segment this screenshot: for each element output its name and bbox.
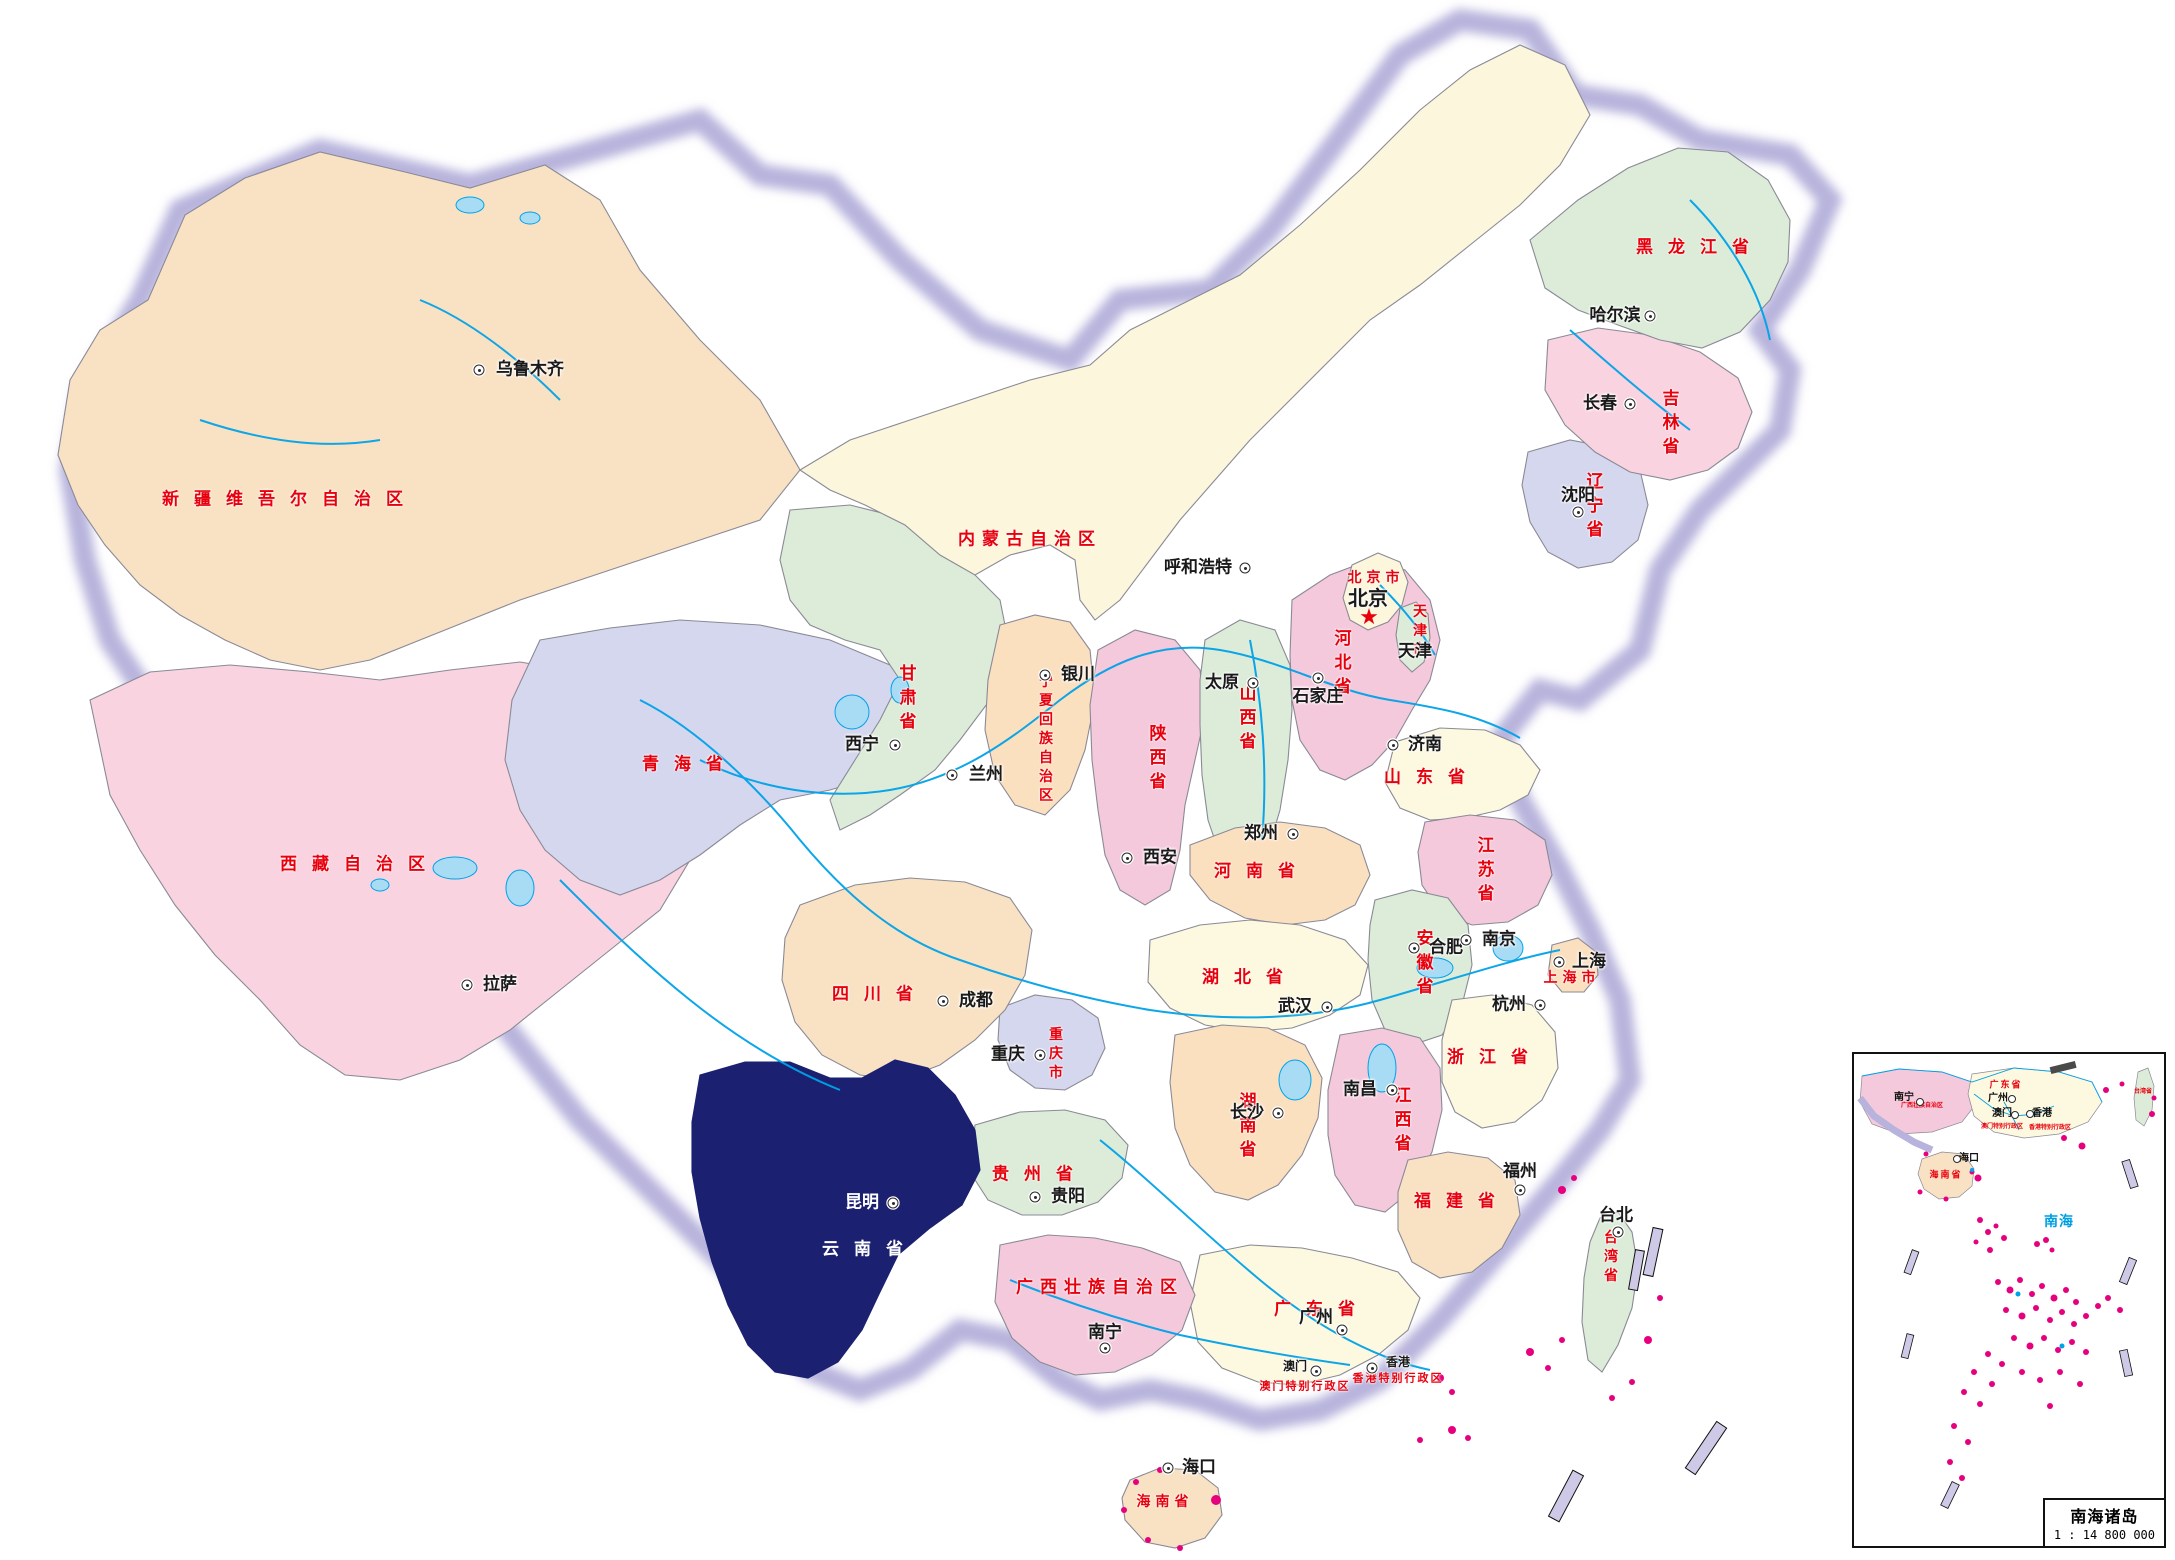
inset-islets — [1917, 1081, 2157, 1481]
south-china-sea-inset: 广东省 广西壮族自治区 南宁 广州 澳门 香港 澳门特别行政区 香港特别行政区 … — [1852, 1052, 2166, 1548]
inset-cyan-islets — [1970, 1168, 2065, 1349]
province-jiangsu — [1417, 814, 1553, 926]
city-dot-changsha — [1272, 1107, 1284, 1119]
province-xinjiang — [57, 151, 801, 671]
province-inner-mongolia — [798, 44, 1591, 621]
national-border-halo — [58, 8, 1843, 1432]
city-dot-chongqing — [1034, 1049, 1046, 1061]
city-dot-hefei — [1408, 942, 1420, 954]
province-shandong — [1384, 727, 1541, 821]
province-fujian — [1397, 1151, 1521, 1279]
city-dot-changchun — [1624, 398, 1636, 410]
city-dot-nanjing — [1460, 934, 1472, 946]
city-dot-shanghai — [1553, 956, 1565, 968]
province-yunnan-highlighted — [691, 1059, 981, 1379]
province-shanghai — [1547, 937, 1599, 993]
province-beijing — [1342, 552, 1409, 631]
cut-line-markers — [1547, 1226, 1728, 1523]
inset-dot-haikou — [1953, 1155, 1961, 1163]
inset-base-svg — [1857, 1060, 2157, 1509]
province-shaanxi — [1089, 629, 1206, 906]
city-dot-chengdu — [937, 995, 949, 1007]
province-henan — [1189, 821, 1371, 926]
city-dot-jinan — [1387, 739, 1399, 751]
city-dot-hangzhou — [1534, 999, 1546, 1011]
city-dot-fuzhou — [1514, 1184, 1526, 1196]
city-dot-haikou — [1162, 1462, 1174, 1474]
province-qinghai — [504, 619, 931, 896]
city-dot-zhengzhou — [1287, 828, 1299, 840]
city-dot-guiyang — [1029, 1191, 1041, 1203]
city-dot-wuhan — [1321, 1001, 1333, 1013]
city-dot-lhasa — [461, 979, 473, 991]
city-dot-yinchuan — [1039, 669, 1051, 681]
city-dot-taipei — [1612, 1226, 1624, 1238]
city-dot-shijiazhuang — [1312, 672, 1324, 684]
city-dot-xian — [1121, 852, 1133, 864]
inset-dot-guangzhou — [2008, 1095, 2016, 1103]
province-guizhou — [969, 1109, 1129, 1216]
inset-taiwan — [2133, 1067, 2155, 1127]
city-dot-nanchang — [1386, 1084, 1398, 1096]
province-hunan — [1169, 1024, 1323, 1201]
city-dot-guangzhou — [1336, 1324, 1348, 1336]
city-dot-shenyang — [1572, 506, 1584, 518]
inset-hainan — [1917, 1151, 1975, 1200]
inset-dot-nanning — [1916, 1098, 1924, 1106]
province-tianjin — [1395, 601, 1431, 673]
city-dot-harbin — [1644, 310, 1656, 322]
inset-cut-markers — [1900, 1060, 2139, 1509]
city-dot-macau — [1310, 1365, 1322, 1377]
city-dot-nanning — [1099, 1342, 1111, 1354]
province-heilongjiang — [1529, 147, 1791, 349]
inset-border-halo — [1857, 1095, 1934, 1154]
province-guangxi — [994, 1234, 1196, 1376]
capital-star-beijing: ★ — [1359, 605, 1379, 630]
province-zhejiang — [1441, 994, 1559, 1129]
inset-scale-box: 南海诸岛 1 : 14 800 000 — [2042, 1498, 2164, 1546]
city-dot-kunming — [887, 1197, 899, 1209]
province-gansu — [779, 504, 1011, 831]
province-chongqing — [997, 994, 1106, 1091]
city-dot-hongkong — [1366, 1362, 1378, 1374]
offshore-islets — [1121, 1175, 1663, 1551]
inset-dot-hongkong — [2026, 1110, 2034, 1118]
city-dot-urumqi — [473, 364, 485, 376]
inset-title: 南海诸岛 — [2070, 1507, 2139, 1526]
city-dot-taiyuan — [1247, 677, 1259, 689]
province-taiwan — [1581, 1211, 1639, 1373]
inset-scale-text: 1 : 14 800 000 — [2053, 1528, 2155, 1542]
city-dot-xining — [889, 739, 901, 751]
rivers — [199, 199, 1771, 1371]
city-dot-lanzhou — [946, 769, 958, 781]
inset-dot-macau — [2011, 1111, 2019, 1119]
city-dot-hohhot — [1239, 562, 1251, 574]
province-sichuan — [781, 877, 1033, 1081]
lakes — [370, 196, 1524, 1101]
province-hubei — [1147, 919, 1369, 1033]
